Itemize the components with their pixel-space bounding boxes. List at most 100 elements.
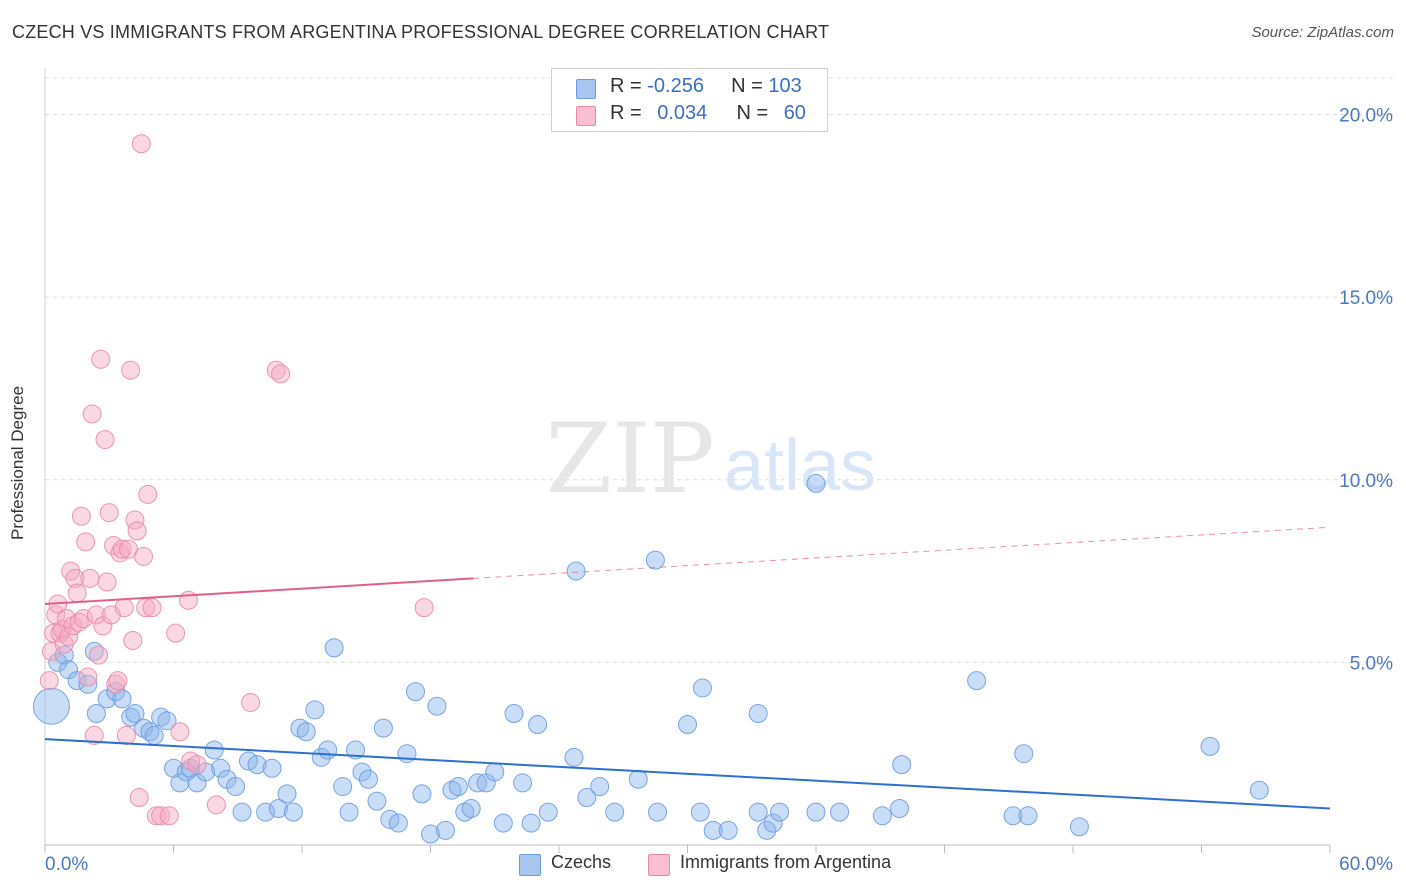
czech-point [397,744,417,764]
x-tick-label-min: 0.0% [45,854,88,875]
czech-point [144,725,164,745]
czech-point [78,674,98,694]
legend-swatch-czechs [519,854,541,876]
stats-r-value: 0.034 [657,102,708,124]
czech-point [806,473,826,493]
watermark-zip: ZIP [545,403,714,515]
y-tick-label: 20.0% [1339,106,1393,127]
stats-swatch-argentina [576,106,596,126]
czech-point [1003,806,1023,826]
argentina-point [52,620,72,640]
czech-point [566,561,586,581]
czech-point [1069,817,1089,837]
argentina-point [78,667,98,687]
y-tick-label: 5.0% [1350,653,1393,674]
legend-swatch-argentina [648,854,670,876]
stats-r-label: R = [610,102,648,124]
chart-source: Source: ZipAtlas.com [1251,24,1394,41]
czech-point [226,777,246,797]
czech-point [262,758,282,778]
argentina-point [63,616,83,636]
czech-point [151,707,171,727]
czech-point [256,802,276,822]
argentina-point [206,795,226,815]
trend-lines [44,526,1331,810]
czech-point [690,802,710,822]
x-tick-label-max: 60.0% [1339,854,1393,875]
argentina-point [131,134,151,154]
tick-labels: 5.0% 10.0% 15.0% 20.0% 0.0% 60.0% [45,106,1393,875]
czech-point [318,740,338,760]
czech-point [32,687,70,725]
czech-point [435,820,455,840]
y-tick-label: 15.0% [1339,288,1393,309]
czech-point [748,704,768,724]
czech-point [504,704,524,724]
czech-point [757,820,777,840]
czech-point [388,813,408,833]
argentina-point [71,506,91,526]
czech-point [1018,806,1038,826]
czech-point [806,802,826,822]
argentina-point [116,725,136,745]
czech-point [455,802,475,822]
czech-point [461,798,481,818]
argentina-point [76,532,96,552]
czech-point [352,762,372,782]
czech-point [605,802,625,822]
argentina-point [74,609,94,629]
czech-point [448,777,468,797]
argentina-point [84,725,104,745]
argentina-point [271,364,291,384]
czech-point [232,802,252,822]
argentina-point [106,674,126,694]
czech-point [485,762,505,782]
czech-point [204,740,224,760]
czech-point [406,682,426,702]
y-tick-label: 10.0% [1339,471,1393,492]
argentina-point [129,788,149,808]
czech-point [564,747,584,767]
czech-point [1249,780,1269,800]
argentina-point [65,568,85,588]
czech-point [770,802,790,822]
stats-box: R = -0.256 N = 103 R = 0.034 N = 60 [551,68,828,132]
argentina-point [142,598,162,618]
argentina-point [56,609,76,629]
trend-line-czechs [44,738,1331,810]
czech-point [283,802,303,822]
argentina-point [241,693,261,713]
czech-point [648,802,668,822]
stats-n-value: 60 [783,102,806,124]
argentina-point [123,630,143,650]
czech-point [339,802,359,822]
czech-point [305,700,325,720]
czech-point [442,780,462,800]
czech-point [346,740,366,760]
czech-point [748,802,768,822]
czech-point [830,802,850,822]
czech-point [211,758,231,778]
czech-point [134,718,154,738]
stats-r-label: R = [610,75,648,97]
czech-point [54,645,74,665]
argentina-point [99,503,119,523]
czech-point [678,714,697,734]
argentina-point [414,598,434,618]
czech-point [48,652,68,672]
czech-point [367,791,387,811]
czech-point [427,696,447,716]
data-points [32,134,1269,844]
legend-label-czechs: Czechs [551,852,612,872]
argentina-point [112,539,132,559]
argentina-point [114,598,134,618]
czech-point [157,711,177,731]
czech-point [513,773,533,793]
argentina-point [67,583,87,603]
czech-point [493,813,513,833]
czech-point [170,773,190,793]
argentina-point [187,755,207,775]
axes [44,68,1331,853]
czech-point [86,704,106,724]
czech-point [718,820,738,840]
